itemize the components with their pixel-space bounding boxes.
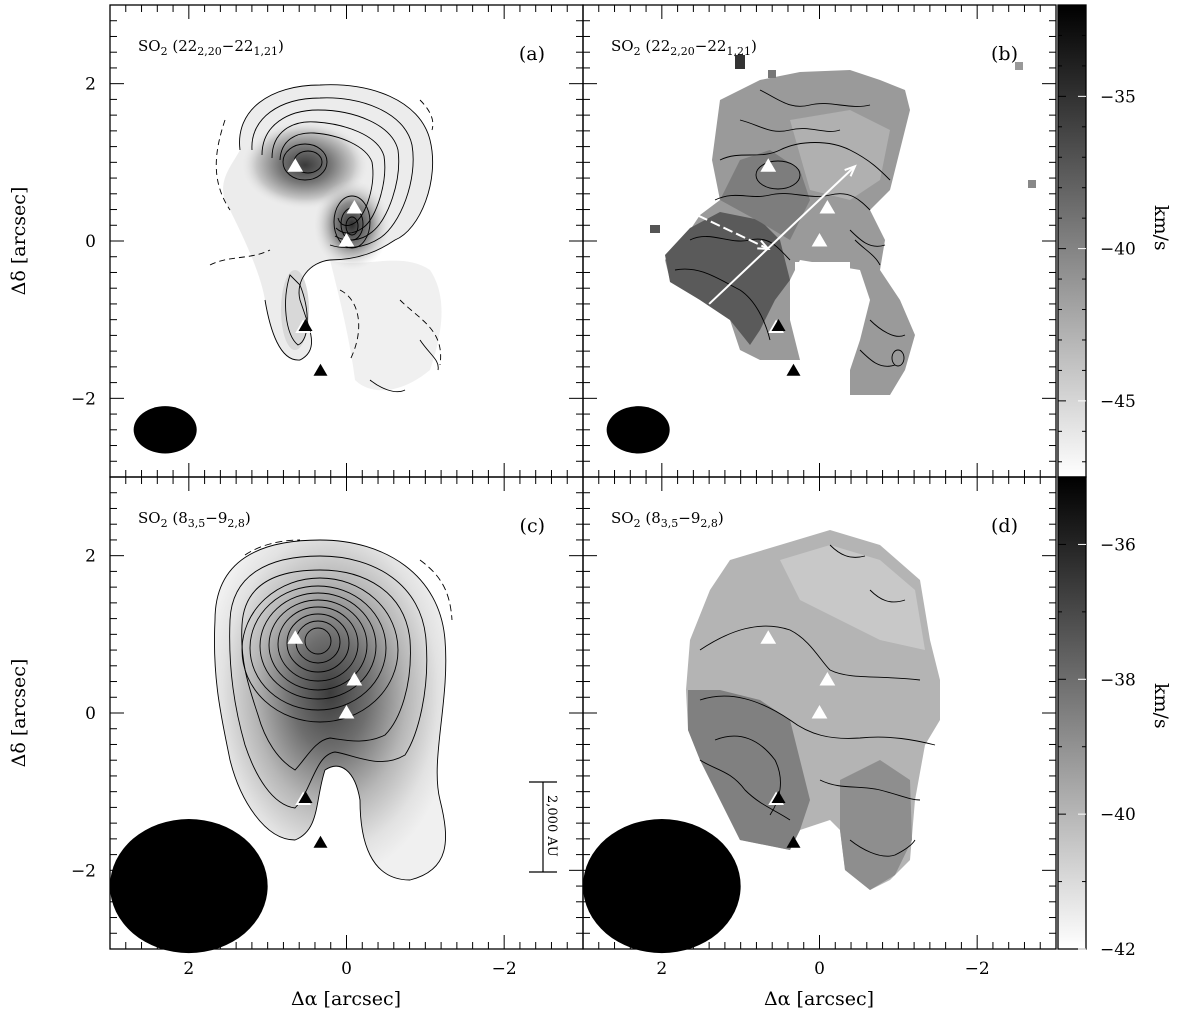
panel-a [209,84,442,393]
y-axis-label-top: Δδ [arcsec] [8,187,30,296]
x-tick-label: 0 [814,959,825,979]
panel-b-pixel [735,55,745,69]
x-tick-label: 2 [656,959,667,979]
panel-d-contours [699,544,936,857]
white-triangle-marker [811,233,828,247]
panel-b-light [790,110,890,200]
black-triangle-marker [786,363,801,376]
panel-label: (b) [991,43,1018,65]
y-axis-label-bottom: Δδ [arcsec] [8,659,30,768]
panel-label: (c) [520,515,545,537]
colorbar-ticks: −35 −40 −45 −36 −38 −40 −42 [1058,4,1136,960]
molecule-label: SO2 (222,20−221,21) [138,37,284,58]
beam-ellipse [606,406,670,454]
panel-b-pixel [1015,62,1023,70]
y-tick-label: −2 [71,389,96,409]
colorbar-tick-label: −35 [1100,87,1136,107]
colorbar-bottom-frame [1057,476,1087,950]
black-triangle-marker [313,835,328,848]
white-triangle-marker [338,233,355,247]
white-triangle-marker [760,158,777,172]
black-triangle-marker [771,790,786,803]
velocity-arrow-head [844,164,857,177]
beam-ellipse [109,819,268,954]
white-triangle-marker [760,630,777,644]
panel-d [686,530,940,890]
black-triangle-marker [786,835,801,848]
y-tick-label: 0 [85,704,96,724]
molecule-label: SO2 (83,5−92,8) [611,509,724,530]
panel-b-pixel [1028,180,1036,188]
panel-label: (a) [519,43,545,65]
velocity-arrow-line [685,208,769,250]
colorbar-bottom-unit: km/s [1150,683,1172,729]
colorbar-top-unit: km/s [1150,205,1172,251]
y-tick-label: −2 [71,861,96,881]
panel-d-dark-right [840,760,912,890]
x-tick-label: 2 [183,959,194,979]
colorbar-top [1058,5,1086,477]
panel-b-hole [795,262,850,337]
velocity-arrow-line [708,165,856,305]
scale-bar [529,781,557,873]
x-tick-label: −2 [492,959,517,979]
y-tick-label: 2 [85,547,96,567]
velocity-arrow-head [757,239,771,250]
panel-b-contours [674,89,906,367]
panel-b-pixel [768,70,776,78]
x-tick-label: 0 [341,959,352,979]
panel-d-light [780,545,925,650]
y-tick-label: 0 [85,232,96,252]
panel-c-emission [214,540,446,880]
panel-c: 2,000 AU [214,539,559,881]
beam-ellipse [583,819,741,954]
black-triangle-marker [313,363,328,376]
panel-a-contours [209,84,442,393]
colorbar-tick-label: −42 [1100,940,1136,960]
panel-b-pixel [650,225,660,233]
panel-c-contours [214,539,453,881]
panel-d-dark [688,690,810,850]
x-axis-label-right: Δα [arcsec] [764,988,874,1010]
colorbar-tick-label: −38 [1100,670,1136,690]
panel-a-peak2 [314,180,390,270]
black-triangle-marker [771,318,786,331]
black-triangle-marker [298,318,313,331]
velocity-gradient-arrows [685,164,857,305]
colorbar-tick-label: −36 [1100,535,1136,555]
white-triangle-marker [346,199,363,214]
generated-marks: 2 2 0 0 −2 −2 2 2 0 0 −2 −2 (a) SO2 (222,20−221,21) (b… [71,5,1056,979]
x-axis-label-left: Δα [arcsec] [291,988,401,1010]
colorbar-tick-label: −40 [1100,805,1136,825]
molecule-label: SO2 (83,5−92,8) [138,509,251,530]
white-triangle-marker [287,158,304,172]
y-tick-label: 2 [85,75,96,95]
panel-a-emission-tail [330,260,442,391]
white-triangle-marker [819,199,836,214]
panel-b [650,55,1036,395]
white-triangle-marker [819,671,836,686]
colorbar-tick-label: −45 [1100,392,1136,412]
scale-bar-label: 2,000 AU [544,795,559,857]
white-triangle-marker [811,705,828,719]
white-triangle-marker [338,705,355,719]
panel-b-mid [720,150,810,240]
white-triangle-marker [346,671,363,686]
beam-ellipse [133,406,197,454]
white-triangle-marker [287,630,304,644]
molecule-label: SO2 (222,20−221,21) [611,37,757,58]
colorbar-tick-label: −40 [1100,240,1136,260]
x-tick-label: −2 [965,959,990,979]
panel-label: (d) [991,515,1018,537]
colorbar-bottom [1058,477,1086,949]
black-triangle-marker [298,790,313,803]
